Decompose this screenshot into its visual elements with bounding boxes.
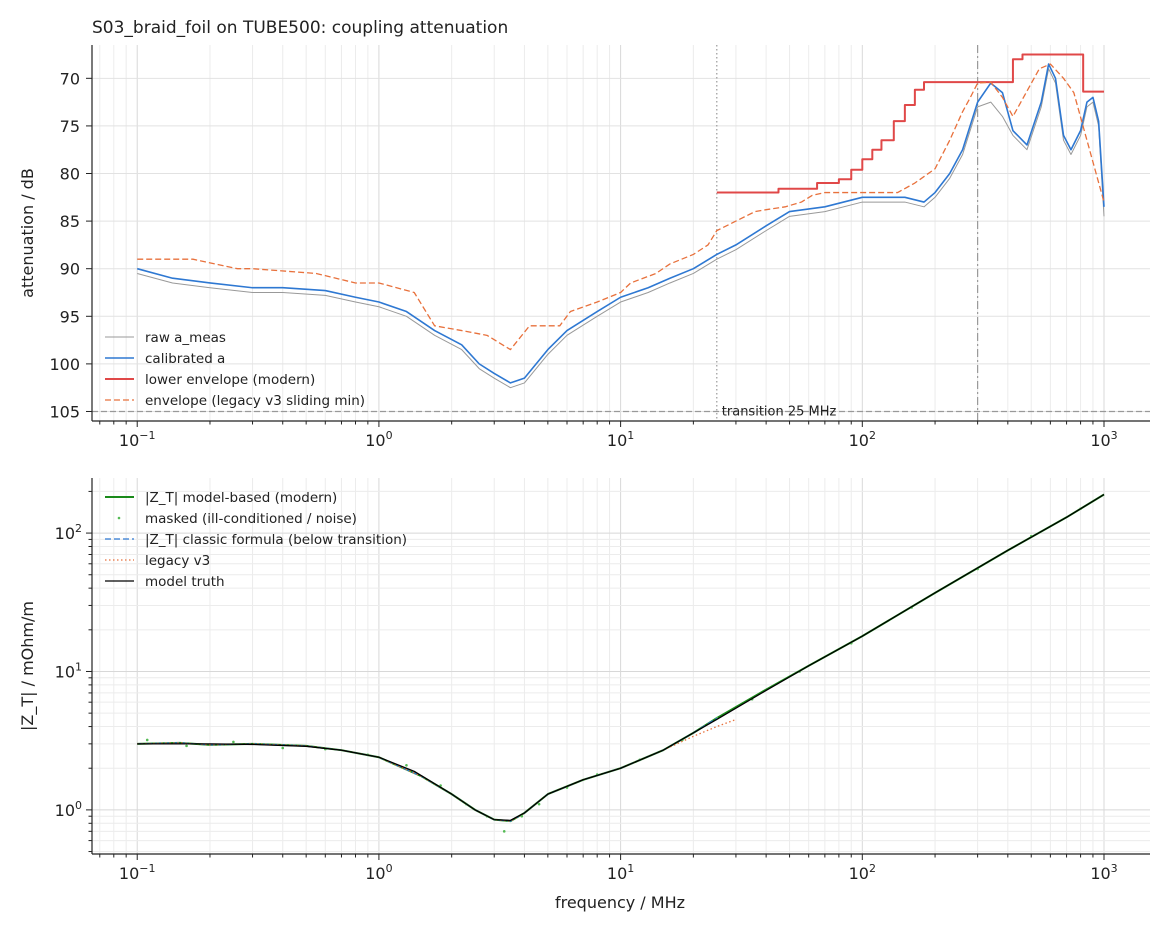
legend: |Z_T| model-based (modern) masked (ill-co…: [105, 490, 407, 590]
y-tick-label: 85: [60, 212, 80, 231]
y-tick-label: 100: [55, 799, 82, 820]
legend-item: model truth: [105, 574, 225, 590]
data-point: [502, 830, 506, 833]
data-point: [520, 814, 524, 818]
y-tick-label: 100: [49, 355, 80, 374]
y-tick-label: 105: [49, 402, 80, 421]
chart-title: S03_braid_foil on TUBE500: coupling atte…: [92, 18, 508, 38]
series-1-line: [137, 63, 1105, 384]
attenuation-panel: S03_braid_foil on TUBE500: coupling atte…: [18, 18, 1150, 450]
legend-swatch: [117, 516, 121, 520]
legend-label: model truth: [145, 574, 225, 590]
series-layer: [137, 493, 1105, 833]
x-tick-label: 100: [365, 862, 392, 883]
axes: 10−1 100 101 102 103 100 101 102: [55, 478, 1150, 883]
legend-label: lower envelope (modern): [145, 372, 315, 388]
y-tick-label: 101: [55, 660, 82, 681]
x-tick-label: 10−1: [119, 862, 156, 883]
legend-label: |Z_T| model-based (modern): [145, 490, 337, 506]
x-tick-label: 102: [849, 429, 876, 450]
series-layer: [137, 53, 1105, 389]
y-tick-label: 70: [60, 69, 80, 88]
impedance-panel: 10−1 100 101 102 103 100 101 102 |Z_T| / mOhm/m…: [18, 478, 1150, 912]
legend-label: masked (ill-conditioned / noise): [145, 511, 357, 527]
legend-item: legacy v3: [105, 553, 210, 569]
legend-item: envelope (legacy v3 sliding min): [105, 393, 365, 409]
x-tick-label: 101: [607, 429, 634, 450]
legend-label: legacy v3: [145, 553, 210, 569]
series-0-line: [137, 68, 1105, 389]
x-tick-label: 102: [849, 862, 876, 883]
grid: [92, 478, 1150, 854]
data-point: [281, 746, 285, 750]
legend-label: envelope (legacy v3 sliding min): [145, 393, 365, 409]
legend-item: masked (ill-conditioned / noise): [117, 511, 357, 527]
series-4-line: [137, 493, 1105, 822]
transition-annotation: transition 25 MHz: [722, 404, 837, 419]
legend-label: calibrated a: [145, 351, 225, 367]
x-tick-label: 103: [1090, 862, 1117, 883]
y-tick-label: 102: [55, 522, 82, 543]
legend-label: |Z_T| classic formula (below transition): [145, 532, 407, 548]
data-point: [232, 740, 235, 744]
x-tick-label: 100: [365, 429, 392, 450]
x-tick-label: 103: [1090, 429, 1117, 450]
legend-item: raw a_meas: [105, 330, 226, 346]
reference-lines: [92, 45, 1150, 421]
data-point: [439, 784, 442, 787]
legend: raw a_meas calibrated a lower envelope (mo…: [105, 330, 365, 409]
y-axis-label: attenuation / dB: [18, 168, 37, 298]
x-tick-label: 101: [607, 862, 634, 883]
data-point: [145, 738, 149, 742]
series-3-line: [137, 63, 1105, 351]
data-point: [537, 802, 541, 806]
legend-item: |Z_T| classic formula (below transition): [105, 532, 407, 548]
axes: 10−1 100 101 102 103 70 75 80 85 90 95 100 105: [49, 45, 1150, 450]
y-axis-label: |Z_T| / mOhm/m: [18, 601, 38, 731]
x-tick-label: 10−1: [119, 429, 156, 450]
data-point: [405, 763, 408, 767]
y-tick-label: 75: [60, 117, 80, 136]
legend-item: lower envelope (modern): [105, 372, 315, 388]
series-2-line: [716, 53, 1104, 194]
y-tick-label: 80: [60, 165, 80, 184]
legend-item: |Z_T| model-based (modern): [105, 490, 337, 506]
x-axis-label: frequency / MHz: [555, 893, 685, 912]
y-tick-label: 90: [60, 260, 80, 279]
legend-item: calibrated a: [105, 351, 225, 367]
grid: [92, 45, 1150, 421]
y-tick-label: 95: [60, 307, 80, 326]
legend-label: raw a_meas: [145, 330, 226, 346]
data-point: [185, 744, 188, 748]
